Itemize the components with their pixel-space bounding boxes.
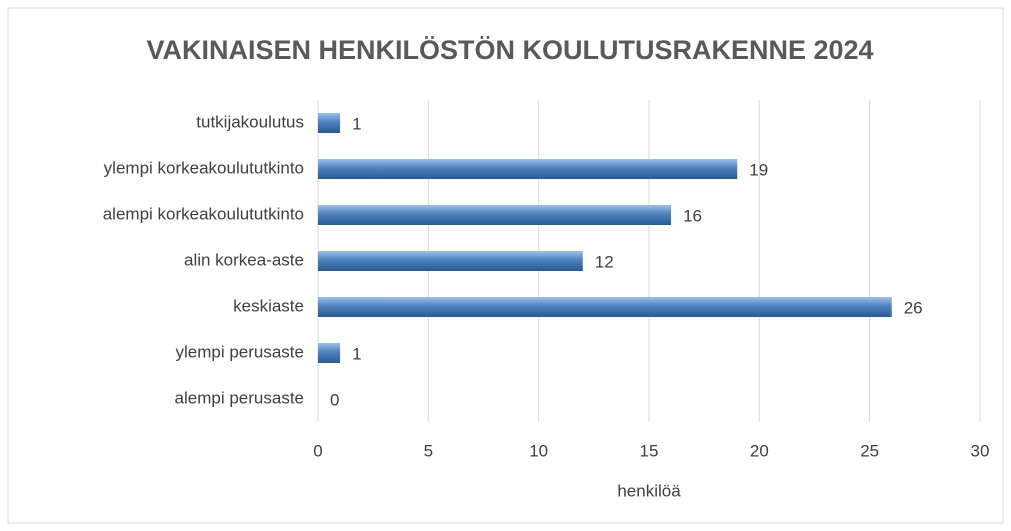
- y-tick-label: alempi perusaste: [175, 388, 304, 407]
- y-tick-label: keskiaste: [233, 296, 304, 315]
- data-label: 1: [352, 114, 361, 133]
- data-label: 16: [683, 206, 702, 225]
- x-tick-label: 25: [860, 441, 879, 460]
- y-tick-label: alempi korkeakoulututkinto: [103, 204, 304, 223]
- data-label: 19: [749, 160, 768, 179]
- x-tick-label: 10: [529, 441, 548, 460]
- data-label: 1: [352, 344, 361, 363]
- x-tick-label: 0: [313, 441, 322, 460]
- bar: [318, 251, 583, 271]
- bar: [318, 205, 672, 225]
- x-tick-label: 20: [750, 441, 769, 460]
- y-tick-label: tutkijakoulutus: [196, 112, 304, 131]
- x-tick-label: 15: [640, 441, 659, 460]
- data-label: 26: [904, 298, 923, 317]
- x-tick-label: 5: [424, 441, 433, 460]
- bar: [318, 343, 341, 363]
- x-axis-label: henkilöä: [617, 481, 681, 500]
- chart-title: VAKINAISEN HENKILÖSTÖN KOULUTUSRAKENNE 2…: [146, 35, 873, 65]
- y-tick-label: alin korkea-aste: [184, 250, 304, 269]
- data-label: 0: [330, 390, 339, 409]
- y-tick-label: ylempi perusaste: [175, 342, 304, 361]
- bar: [318, 159, 738, 179]
- y-tick-label: ylempi korkeakoulututkinto: [104, 158, 304, 177]
- bar: [318, 297, 892, 317]
- x-tick-label: 30: [971, 441, 990, 460]
- bar: [318, 113, 341, 133]
- data-label: 12: [595, 252, 614, 271]
